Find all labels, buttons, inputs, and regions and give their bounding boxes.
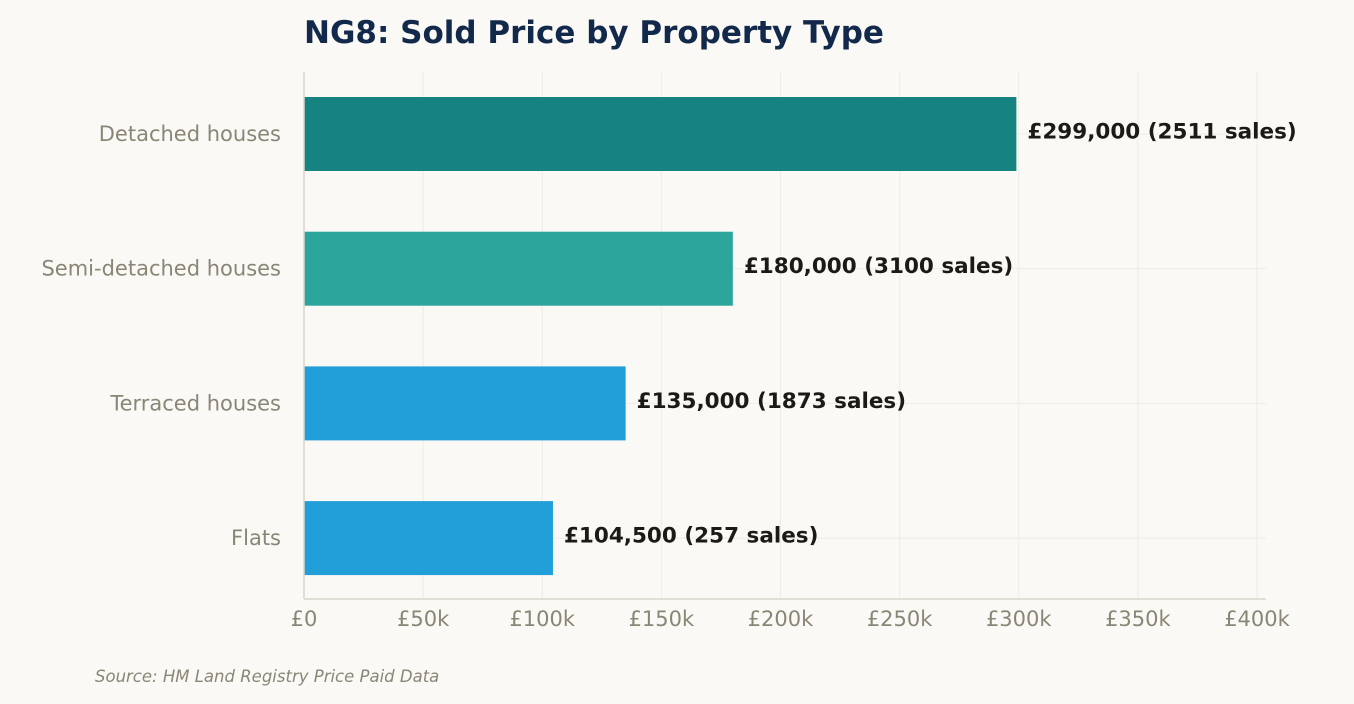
x-tick-label: £350k — [1105, 607, 1171, 631]
x-tick-label: £0 — [291, 607, 318, 631]
x-tick-label: £100k — [509, 607, 575, 631]
bar — [304, 366, 626, 441]
x-tick-label: £300k — [986, 607, 1052, 631]
data-label: £104,500 (257 sales) — [564, 524, 818, 549]
data-label: £135,000 (1873 sales) — [637, 389, 906, 414]
x-tick-label: £200k — [748, 607, 814, 631]
bar — [304, 231, 733, 306]
bar — [304, 97, 1017, 171]
category-label: Detached houses — [99, 122, 281, 146]
category-label: Terraced houses — [109, 391, 281, 415]
data-label: £299,000 (2511 sales) — [1027, 120, 1296, 145]
data-label: £180,000 (3100 sales) — [744, 254, 1013, 279]
bars: £299,000 (2511 sales) £180,000 (3100 sale… — [304, 97, 1297, 576]
source-note: Source: HM Land Registry Price Paid Data — [95, 667, 439, 686]
x-tick-label: £150k — [629, 607, 695, 631]
category-label: Semi-detached houses — [41, 257, 281, 281]
x-tick-label: £50k — [397, 607, 450, 631]
x-tick-label: £250k — [867, 607, 933, 631]
category-label: Flats — [231, 526, 281, 550]
x-tick-label: £400k — [1224, 607, 1290, 631]
bar — [304, 501, 553, 576]
chart-title: NG8: Sold Price by Property Type — [304, 15, 884, 51]
axes: Detached houses Semi-detached houses Terra… — [41, 72, 1291, 631]
